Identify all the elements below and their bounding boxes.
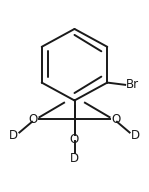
Text: D: D xyxy=(131,129,140,142)
Text: O: O xyxy=(28,113,37,126)
Text: D: D xyxy=(70,152,79,165)
Text: D: D xyxy=(9,129,18,142)
Text: Br: Br xyxy=(126,78,139,91)
Text: O: O xyxy=(70,133,79,146)
Text: O: O xyxy=(112,113,121,126)
